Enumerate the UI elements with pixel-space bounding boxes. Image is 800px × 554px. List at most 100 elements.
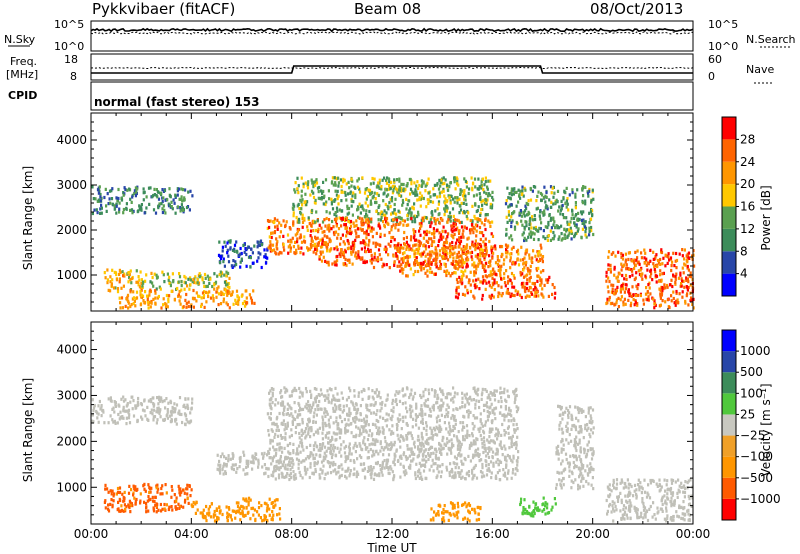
range-cell <box>453 251 456 255</box>
range-cell <box>389 465 392 469</box>
range-cell <box>536 290 539 294</box>
range-cell <box>132 209 135 213</box>
range-cell <box>322 458 325 463</box>
range-cell <box>366 438 370 442</box>
range-cell <box>141 417 144 421</box>
range-cell <box>450 194 453 199</box>
range-cell <box>401 402 404 406</box>
range-cell <box>633 261 636 265</box>
range-cell <box>109 289 112 293</box>
range-cell <box>258 501 261 505</box>
range-cell <box>537 252 540 256</box>
range-cell <box>387 253 390 257</box>
range-cell <box>412 236 416 240</box>
range-cell <box>474 248 477 252</box>
range-cell <box>152 284 155 288</box>
range-cell <box>578 217 581 222</box>
range-cell <box>215 519 218 523</box>
range-cell <box>313 463 316 467</box>
range-cell <box>109 414 112 418</box>
range-cell <box>554 201 557 205</box>
range-cell <box>589 217 593 221</box>
range-cell <box>576 229 579 233</box>
range-cell <box>653 306 656 310</box>
range-cell <box>492 295 495 299</box>
range-cell <box>276 224 279 228</box>
range-cell <box>412 273 415 277</box>
range-cell <box>263 501 266 505</box>
range-cell <box>298 207 301 211</box>
range-cell <box>201 513 204 517</box>
range-cell <box>380 185 383 189</box>
range-cell <box>472 231 475 235</box>
range-cell <box>459 254 462 258</box>
range-cell <box>310 236 313 240</box>
range-cell <box>443 241 446 245</box>
range-cell <box>421 477 424 481</box>
range-cell <box>689 283 692 287</box>
range-cell <box>331 219 334 224</box>
range-cell <box>474 217 477 221</box>
range-cell <box>400 263 403 267</box>
range-cell <box>235 262 238 267</box>
range-cell <box>465 243 469 247</box>
range-cell <box>643 261 646 265</box>
range-cell <box>336 259 339 263</box>
range-cell <box>432 193 435 197</box>
range-cell <box>382 416 385 420</box>
range-cell <box>253 244 256 248</box>
range-cell <box>314 441 317 445</box>
range-cell <box>554 226 557 230</box>
range-cell <box>500 294 503 298</box>
range-cell <box>121 492 124 496</box>
range-cell <box>96 188 100 192</box>
range-cell <box>362 223 365 227</box>
range-cell <box>627 251 630 255</box>
range-cell <box>385 250 388 254</box>
range-cell <box>484 287 487 291</box>
range-cell <box>111 278 114 282</box>
range-cell <box>683 285 686 289</box>
range-cell <box>664 300 667 304</box>
range-cell <box>133 496 136 500</box>
range-cell <box>304 192 307 196</box>
range-cell <box>390 228 393 232</box>
range-cell <box>235 289 239 293</box>
range-cell <box>685 276 688 280</box>
range-cell <box>592 232 595 237</box>
range-cell <box>217 303 220 307</box>
range-cell <box>483 408 486 413</box>
range-cell <box>504 243 508 247</box>
range-cell <box>218 509 221 513</box>
range-cell <box>98 189 101 193</box>
range-cell <box>389 205 392 209</box>
range-cell <box>404 393 407 397</box>
range-cell <box>405 197 408 201</box>
range-cell <box>159 502 162 507</box>
range-cell <box>158 202 161 206</box>
range-cell <box>352 191 355 195</box>
range-cell <box>453 200 456 204</box>
range-cell <box>321 239 324 243</box>
range-cell <box>405 263 408 267</box>
range-cell <box>514 261 517 265</box>
range-cell <box>467 281 470 285</box>
range-cell <box>224 470 227 474</box>
range-cell <box>398 250 402 254</box>
range-cell <box>454 271 457 275</box>
range-cell <box>362 239 365 243</box>
range-cell <box>421 218 425 222</box>
range-cell <box>543 185 546 189</box>
range-cell <box>356 410 359 415</box>
range-cell <box>107 202 110 206</box>
range-cell <box>183 500 187 504</box>
range-cell <box>614 288 617 292</box>
range-cell <box>544 200 547 204</box>
range-cell <box>569 220 572 224</box>
range-cell <box>391 191 394 195</box>
range-cell <box>399 246 402 250</box>
range-cell <box>448 185 451 189</box>
range-cell <box>513 227 517 231</box>
range-cell <box>339 407 342 412</box>
range-cell <box>420 179 423 183</box>
